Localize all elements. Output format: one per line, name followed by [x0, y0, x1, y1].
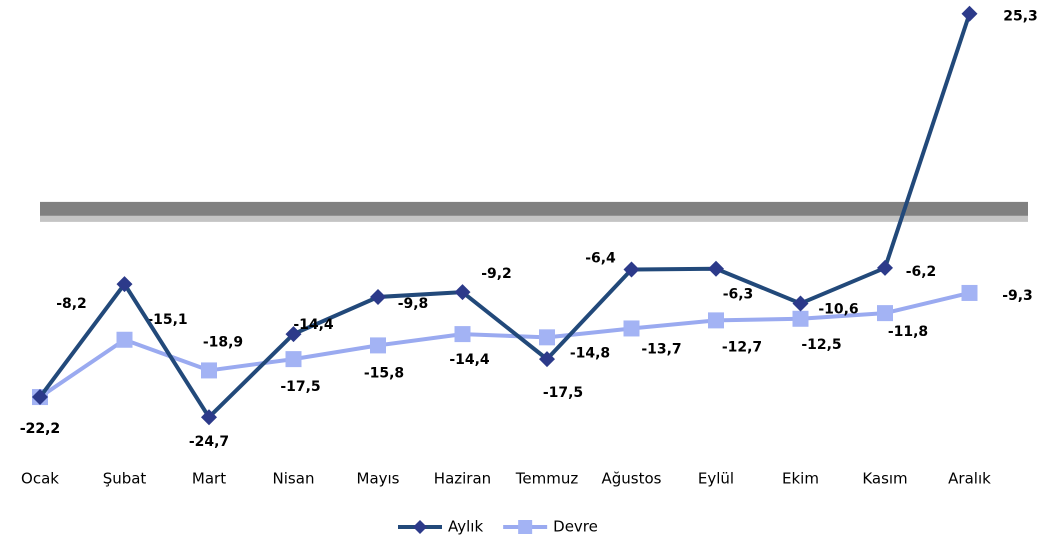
marker [961, 5, 978, 22]
marker [454, 326, 471, 343]
legend-label: Devre [553, 518, 598, 536]
value-label: -14,8 [570, 345, 610, 361]
x-tick-label: Aralık [948, 470, 991, 488]
x-tick-label: Şubat [103, 470, 147, 488]
x-tick-label: Ağustos [602, 470, 662, 488]
marker [877, 305, 893, 322]
value-label: -13,7 [641, 341, 681, 357]
marker [539, 351, 555, 368]
value-label: 25,3 [1003, 9, 1038, 25]
value-label: -6,2 [906, 264, 937, 280]
marker [454, 284, 471, 301]
x-tick-label: Kasım [862, 470, 907, 488]
series [32, 284, 978, 406]
value-label: -8,2 [56, 296, 87, 312]
value-label: -9,2 [481, 266, 512, 282]
line [38, 291, 970, 399]
zero-axis [40, 201, 1028, 216]
marker [623, 320, 640, 337]
value-label: -12,7 [722, 339, 762, 355]
value-label: -15,1 [147, 312, 187, 328]
x-tick-label: Mayıs [357, 470, 400, 488]
marker [201, 409, 217, 426]
marker [708, 260, 724, 277]
legend-label: Aylık [448, 518, 483, 536]
x-tick-label: Temmuz [515, 470, 579, 488]
marker [539, 329, 555, 346]
marker [792, 310, 809, 327]
zero-axis-shadow [40, 215, 1028, 222]
value-label: -14,4 [293, 317, 334, 333]
marker [961, 284, 978, 301]
legend-item: Aylık [398, 518, 483, 536]
marker [285, 326, 302, 343]
marker [877, 259, 893, 276]
x-tick-label: Ekim [782, 470, 819, 488]
legend-marker [518, 520, 533, 534]
marker [116, 276, 133, 293]
value-label: -12,5 [801, 337, 841, 353]
value-label: -9,3 [1002, 288, 1033, 304]
value-label: -22,2 [20, 421, 60, 437]
series [32, 5, 978, 426]
value-label: -17,5 [543, 385, 583, 401]
value-label: -15,8 [364, 365, 404, 381]
value-label: -11,8 [888, 324, 928, 340]
value-label: -14,4 [449, 352, 490, 368]
marker [623, 261, 640, 278]
value-label: -6,4 [585, 251, 616, 267]
value-label: -18,9 [203, 334, 243, 350]
legend-marker [413, 520, 427, 534]
value-label: -17,5 [280, 379, 320, 395]
marker [285, 351, 302, 368]
value-label: -22,2 [20, 421, 60, 437]
value-label: -24,7 [189, 434, 229, 450]
marker [32, 389, 48, 406]
x-tick-label: Haziran [434, 470, 491, 488]
x-tick-label: Nisan [273, 470, 315, 488]
legend-item: Devre [503, 518, 598, 536]
x-tick-label: Mart [192, 470, 226, 488]
marker [370, 288, 386, 305]
x-tick-label: Eylül [698, 470, 734, 488]
marker [708, 312, 724, 329]
value-label: -9,8 [398, 296, 429, 312]
line [38, 13, 972, 420]
marker [792, 295, 809, 312]
marker [116, 331, 133, 348]
value-label: -10,6 [818, 301, 858, 317]
x-tick-label: Ocak [21, 470, 59, 488]
value-label: -6,3 [723, 287, 754, 303]
marker [201, 362, 217, 379]
marker [370, 337, 386, 354]
